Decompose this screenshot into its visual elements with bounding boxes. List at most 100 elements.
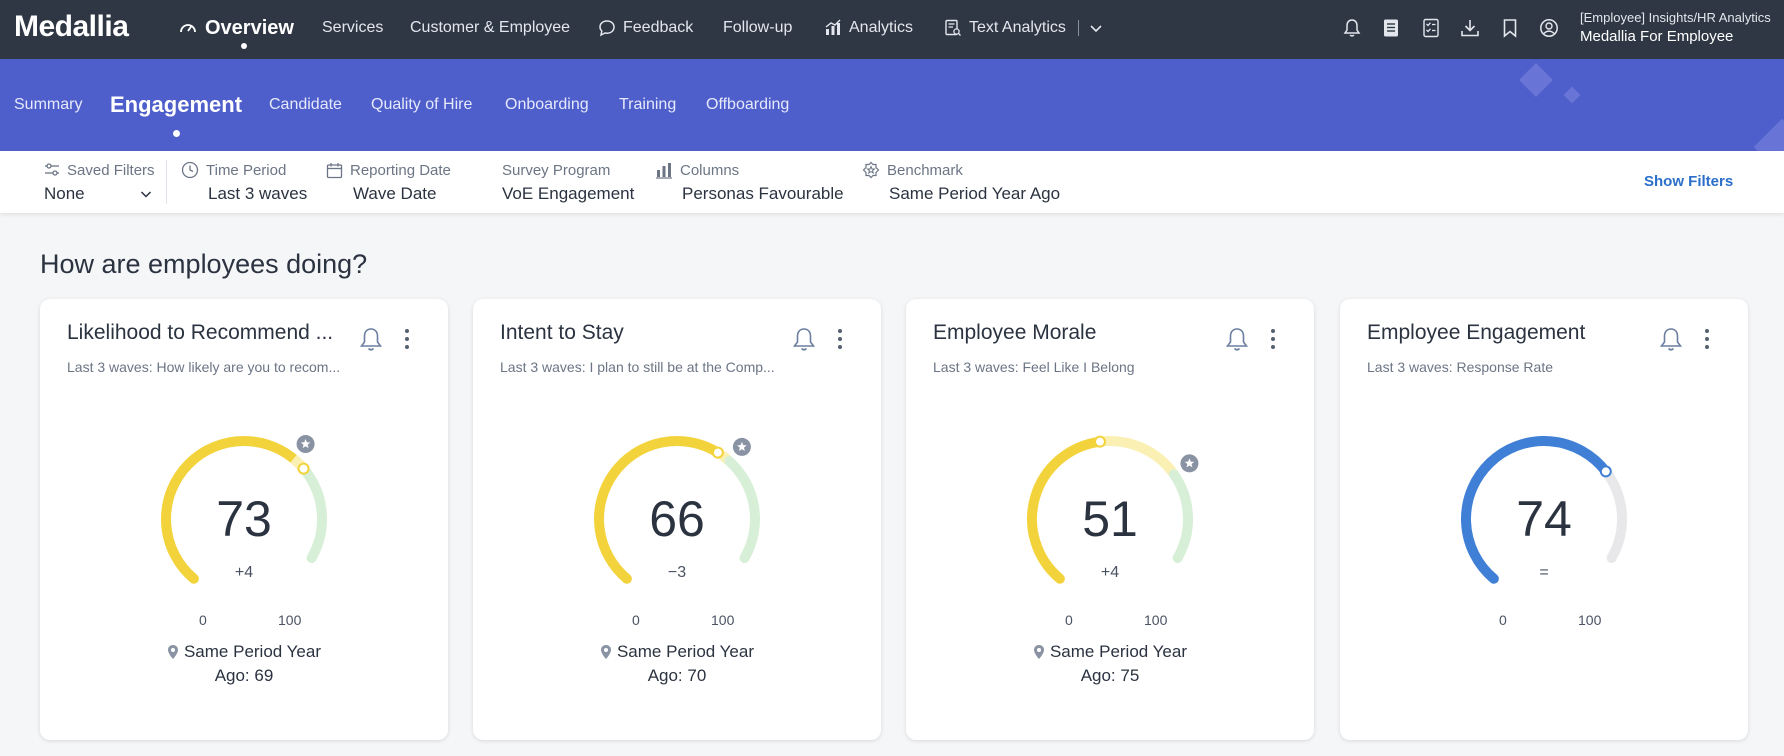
- decorative-diamond: [1519, 63, 1553, 97]
- report-list-icon: [1384, 19, 1398, 37]
- nav-services[interactable]: Services: [322, 0, 383, 56]
- bookmark-icon: [1503, 19, 1517, 38]
- location-pin-icon: [600, 645, 611, 659]
- more-options-button[interactable]: [401, 327, 413, 351]
- gauge-score: 51: [1082, 491, 1138, 547]
- tab-candidate-label: Candidate: [269, 96, 342, 113]
- nav-analytics[interactable]: Analytics: [824, 0, 913, 56]
- benchmark-info: Same Period Year Ago: 69: [40, 640, 448, 688]
- time-period-filter[interactable]: Time Period Last 3 waves: [181, 159, 307, 204]
- show-filters-link[interactable]: Show Filters: [1644, 173, 1734, 190]
- tab-summary[interactable]: Summary: [14, 59, 82, 151]
- benchmark-star: [737, 441, 747, 451]
- gauge-score: 66: [649, 491, 705, 547]
- gauge-remaining-arc: [724, 456, 760, 563]
- tab-offboarding[interactable]: Offboarding: [706, 59, 789, 151]
- gauge-score-marker: [297, 462, 310, 475]
- nav-text-analytics-label: Text Analytics: [969, 19, 1066, 36]
- bell-icon: [792, 328, 816, 351]
- gauge-score-marker: [1599, 465, 1612, 478]
- nav-overview-label: Overview: [205, 16, 294, 39]
- active-tab-indicator: [173, 130, 180, 137]
- saved-filters-dropdown[interactable]: Saved Filters None: [44, 159, 155, 204]
- survey-program-label: Survey Program: [502, 161, 611, 179]
- benchmark-star: [300, 439, 311, 449]
- columns-filter[interactable]: Columns Personas Favourable: [655, 159, 844, 204]
- nav-customer-employee[interactable]: Customer & Employee: [410, 0, 570, 56]
- more-options-button[interactable]: [1267, 327, 1279, 351]
- calendar-icon: [326, 162, 343, 178]
- nav-services-label: Services: [322, 19, 384, 36]
- gauge-delta: =: [1539, 564, 1549, 581]
- survey-program-filter[interactable]: Survey Program VoE Engagement: [502, 159, 634, 204]
- nav-feedback[interactable]: Feedback: [598, 0, 693, 56]
- location-pin-icon: [167, 645, 178, 659]
- nav-text-analytics[interactable]: Text Analytics: [944, 0, 1110, 56]
- metric-card-employee-engagement[interactable]: Employee Engagement Last 3 waves: Respon…: [1340, 299, 1748, 740]
- speedometer-icon: [180, 24, 196, 33]
- card-title: Likelihood to Recommend ...: [67, 321, 334, 344]
- tab-onboarding[interactable]: Onboarding: [505, 59, 589, 151]
- metric-card-employee-morale[interactable]: Employee Morale Last 3 waves: Feel Like …: [906, 299, 1314, 740]
- gauge-chart: [1461, 436, 1627, 584]
- gauge-remaining-arc: [1168, 469, 1193, 563]
- card-title: Intent to Stay: [500, 321, 624, 344]
- nav-separator: [1077, 20, 1079, 36]
- sub-nav-bar: Summary Engagement Candidate Quality of …: [0, 59, 1784, 151]
- more-options-button[interactable]: [834, 327, 846, 351]
- chevron-down-icon[interactable]: [1089, 21, 1103, 35]
- account-app: Medallia For Employee: [1580, 28, 1734, 45]
- reporting-date-filter[interactable]: Reporting Date Wave Date: [326, 159, 451, 204]
- card-subtitle: Last 3 waves: How likely are you to reco…: [67, 359, 341, 375]
- alert-bell-button[interactable]: [1225, 326, 1249, 358]
- card-subtitle: Last 3 waves: Response Rate: [1367, 359, 1553, 375]
- tab-quality-of-hire[interactable]: Quality of Hire: [371, 59, 472, 151]
- more-options-button[interactable]: [1701, 327, 1713, 351]
- saved-filters-label: Saved Filters: [67, 161, 155, 179]
- notifications-button[interactable]: [1340, 16, 1364, 40]
- benchmark-badge-icon: [862, 161, 880, 179]
- gauge-delta: +4: [1100, 564, 1120, 581]
- benchmark-value: Same Period Year Ago: [889, 184, 1061, 203]
- alert-bell-button[interactable]: [792, 326, 816, 358]
- alert-bell-button[interactable]: [359, 326, 383, 358]
- gauge-value-arc: [1027, 436, 1105, 584]
- checklist-button[interactable]: [1419, 16, 1443, 40]
- metric-card-intent-to-stay[interactable]: Intent to Stay Last 3 waves: I plan to s…: [473, 299, 881, 740]
- gauge-value-arc: [1461, 436, 1611, 584]
- medallia-logo[interactable]: Medallia: [14, 10, 129, 43]
- time-period-value: Last 3 waves: [208, 184, 308, 203]
- gauge-value-arc: [594, 436, 723, 584]
- gauge-score-marker: [1093, 435, 1106, 448]
- sliders-icon: [45, 163, 59, 176]
- decorative-diamond: [1753, 118, 1784, 151]
- tab-quality-of-hire-label: Quality of Hire: [371, 96, 473, 113]
- tab-training[interactable]: Training: [619, 59, 676, 151]
- benchmark-star: [1184, 458, 1195, 468]
- columns-value: Personas Favourable: [682, 184, 844, 203]
- tab-engagement[interactable]: Engagement: [110, 59, 242, 151]
- bookmark-button[interactable]: [1498, 16, 1522, 40]
- download-button[interactable]: [1458, 16, 1482, 40]
- user-profile-button[interactable]: [1537, 16, 1561, 40]
- gauge-min-label: 0: [1065, 612, 1073, 628]
- column-chart-icon: [656, 162, 672, 179]
- gauge-value-arc: [161, 436, 309, 584]
- location-pin-icon: [1033, 645, 1044, 659]
- metric-card-likelihood-to-recommend[interactable]: Likelihood to Recommend ... Last 3 waves…: [40, 299, 448, 740]
- nav-overview[interactable]: Overview: [178, 0, 294, 56]
- alert-bell-button[interactable]: [1659, 326, 1683, 358]
- gauge-score: 73: [216, 491, 272, 547]
- benchmark-text-1: Same Period Year: [183, 642, 322, 661]
- tab-candidate[interactable]: Candidate: [269, 59, 342, 151]
- account-switcher[interactable]: [Employee] Insights/HR Analytics Medalli…: [1580, 8, 1771, 46]
- gauge-score-marker: [711, 446, 724, 459]
- reports-button[interactable]: [1379, 16, 1403, 40]
- gauge-min-label: 0: [199, 612, 207, 628]
- bell-icon: [1659, 328, 1683, 351]
- gauge-chart: [594, 436, 760, 584]
- nav-follow-up[interactable]: Follow-up: [723, 0, 792, 56]
- tab-offboarding-label: Offboarding: [706, 96, 790, 113]
- benchmark-filter[interactable]: Benchmark Same Period Year Ago: [862, 159, 1060, 204]
- filter-bar: Saved Filters None Time Period Last 3 wa…: [0, 151, 1784, 213]
